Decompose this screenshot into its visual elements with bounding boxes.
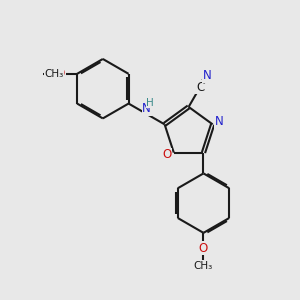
Text: H: H [146,98,154,108]
Text: N: N [142,102,151,115]
Text: O: O [163,148,172,161]
Text: O: O [199,242,208,255]
Text: CH₃: CH₃ [194,261,213,271]
Text: C: C [196,81,204,94]
Text: O: O [56,67,65,80]
Text: CH₃: CH₃ [44,69,63,79]
Text: N: N [215,116,224,128]
Text: N: N [202,69,211,82]
